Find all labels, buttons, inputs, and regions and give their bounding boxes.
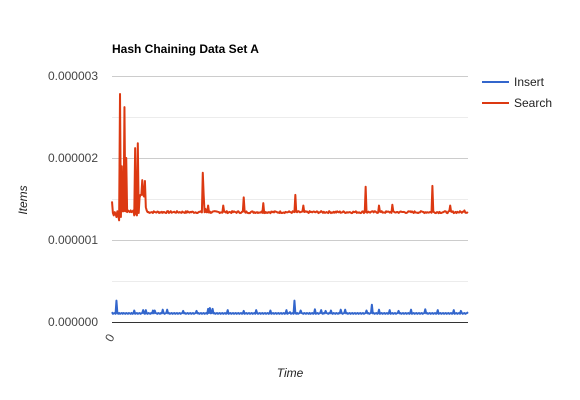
x-axis-label: Time [277,366,304,380]
y-tick-label: 0.000000 [48,315,98,329]
y-tick-label: 0.000001 [48,233,98,247]
legend-item-search[interactable]: Search [482,96,552,110]
series-line-search [111,93,469,222]
chart-title: Hash Chaining Data Set A [112,42,259,56]
y-tick-label: 0.000002 [48,151,98,165]
legend-label: Insert [514,75,545,89]
y-axis-ticks: 0.000000 0.000001 0.000002 0.000003 [48,69,98,329]
legend-label: Search [514,96,552,110]
series-line-insert [111,299,469,315]
y-tick-label: 0.000003 [48,69,98,83]
legend-item-insert[interactable]: Insert [482,75,545,89]
legend[interactable]: Insert Search [482,75,552,110]
y-axis-label: Items [16,185,30,214]
series-lines [111,93,469,315]
